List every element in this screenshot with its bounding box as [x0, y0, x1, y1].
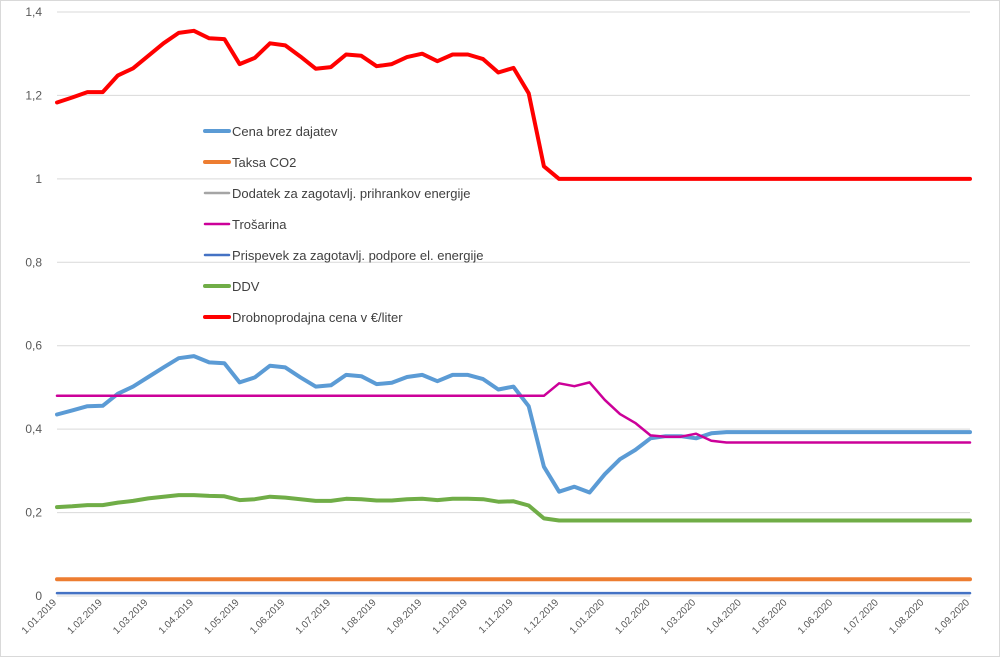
legend-label: Drobnoprodajna cena v €/liter	[232, 310, 403, 325]
y-tick-label: 0,6	[25, 339, 42, 353]
x-tick-label: 1.07.2019	[294, 597, 334, 637]
legend-label: Taksa CO2	[232, 155, 296, 170]
x-tick-label: 1.03.2019	[111, 597, 151, 637]
x-tick-label: 1.04.2019	[157, 597, 197, 637]
x-tick-label: 1.05.2020	[750, 597, 790, 637]
x-tick-label: 1.08.2020	[887, 597, 927, 637]
x-tick-label: 1.08.2019	[339, 597, 379, 637]
legend: Cena brez dajatev Taksa CO2 Dodatek za zag…	[203, 124, 483, 325]
series-line-0	[55, 354, 972, 495]
x-tick-label: 1.11.2019	[477, 597, 516, 636]
y-tick-label: 1,4	[25, 5, 42, 19]
x-tick-label: 1.02.2019	[66, 597, 106, 637]
series-line-5	[55, 493, 972, 523]
x-tick-label: 1.07.2020	[842, 597, 882, 637]
legend-label: DDV	[232, 279, 260, 294]
x-tick-label: 1.09.2019	[385, 597, 425, 637]
series-lines	[55, 28, 972, 595]
x-tick-label: 1.12.2019	[522, 597, 562, 637]
legend-label: Cena brez dajatev	[232, 124, 338, 139]
x-tick-label: 1.04.2020	[705, 597, 745, 637]
gridlines	[57, 11, 970, 597]
x-tick-label: 1.02.2020	[613, 597, 653, 637]
x-tick-label: 1.06.2020	[796, 597, 836, 637]
x-axis-ticks: 1.01.2019 1.02.2019 1.03.2019 1.04.2019 1.05…	[20, 597, 973, 637]
y-tick-label: 0,8	[25, 255, 42, 269]
y-tick-label: 0	[35, 589, 42, 603]
series-line-3	[55, 381, 972, 444]
y-tick-label: 1,2	[25, 88, 42, 102]
y-axis-ticks: 0 0,2 0,4 0,6 0,8 1 1,2 1,4	[25, 5, 42, 603]
x-tick-label: 1.05.2019	[202, 597, 242, 637]
x-tick-label: 1.09.2020	[933, 597, 973, 637]
y-tick-label: 1	[35, 172, 42, 186]
x-tick-label: 1.10.2019	[431, 597, 471, 637]
y-tick-label: 0,4	[25, 422, 42, 436]
legend-label: Trošarina	[232, 217, 287, 232]
x-tick-label: 1.06.2019	[248, 597, 288, 637]
series-line-6	[55, 28, 972, 181]
legend-label: Dodatek za zagotavlj. prihrankov energij…	[232, 186, 470, 201]
x-tick-label: 1.01.2020	[568, 597, 608, 637]
legend-label: Prispevek za zagotavlj. podpore el. ener…	[232, 248, 483, 263]
y-tick-label: 0,2	[25, 506, 42, 520]
x-tick-label: 1.03.2020	[659, 597, 699, 637]
